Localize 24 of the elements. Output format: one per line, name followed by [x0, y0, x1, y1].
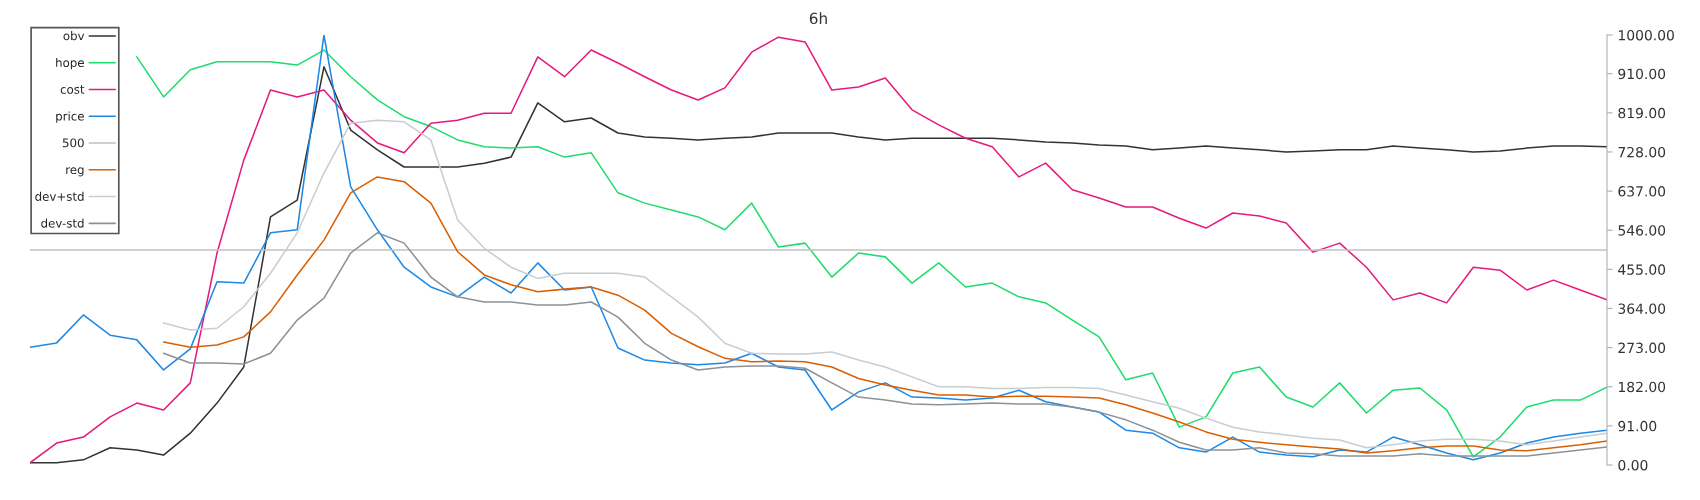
- legend-label: dev+std: [35, 191, 84, 201]
- y-tick-label: 182.00: [1618, 381, 1666, 393]
- legend-label: hope: [56, 57, 84, 70]
- legend-label: reg: [66, 167, 84, 177]
- legend-label: price: [56, 111, 84, 123]
- legend-label: cost: [60, 85, 85, 94]
- line-series: [162, 232, 1607, 457]
- y-tick-label: 273.00: [1618, 342, 1666, 354]
- y-tick-label: 0.00: [1618, 459, 1648, 471]
- line-series: [162, 176, 1607, 454]
- y-tick-label: 91.00: [1618, 420, 1657, 432]
- legend-label: dev-std: [41, 218, 84, 228]
- y-tick-label: 910.00: [1618, 68, 1666, 80]
- y-tick-label: 728.00: [1618, 146, 1666, 158]
- line-series: [162, 119, 1607, 449]
- y-tick-label: 455.00: [1618, 264, 1666, 275]
- y-tick-label: 546.00: [1618, 225, 1666, 236]
- legend-label: 500: [62, 138, 84, 148]
- y-tick-label: 1000.00: [1618, 29, 1674, 41]
- legend-label: obv: [63, 31, 85, 41]
- y-tick-label: 819.00: [1618, 107, 1666, 119]
- chart-title: 6h: [809, 12, 827, 25]
- y-tick-label: 364.00: [1618, 303, 1666, 314]
- y-tick-label: 637.00: [1618, 186, 1666, 197]
